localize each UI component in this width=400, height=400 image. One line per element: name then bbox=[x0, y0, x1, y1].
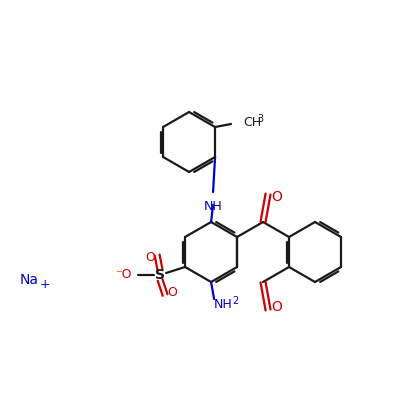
Text: 2: 2 bbox=[232, 296, 238, 306]
Text: S: S bbox=[155, 268, 165, 282]
Text: O: O bbox=[145, 251, 155, 264]
Text: 3: 3 bbox=[257, 114, 263, 124]
Text: Na: Na bbox=[20, 273, 39, 287]
Text: NH: NH bbox=[214, 298, 233, 310]
Text: CH: CH bbox=[243, 116, 261, 128]
Text: O: O bbox=[271, 300, 282, 314]
Text: +: + bbox=[40, 278, 51, 290]
Text: ⁻O: ⁻O bbox=[116, 268, 132, 282]
Text: NH: NH bbox=[204, 200, 222, 213]
Text: O: O bbox=[167, 286, 177, 299]
Text: O: O bbox=[271, 190, 282, 204]
